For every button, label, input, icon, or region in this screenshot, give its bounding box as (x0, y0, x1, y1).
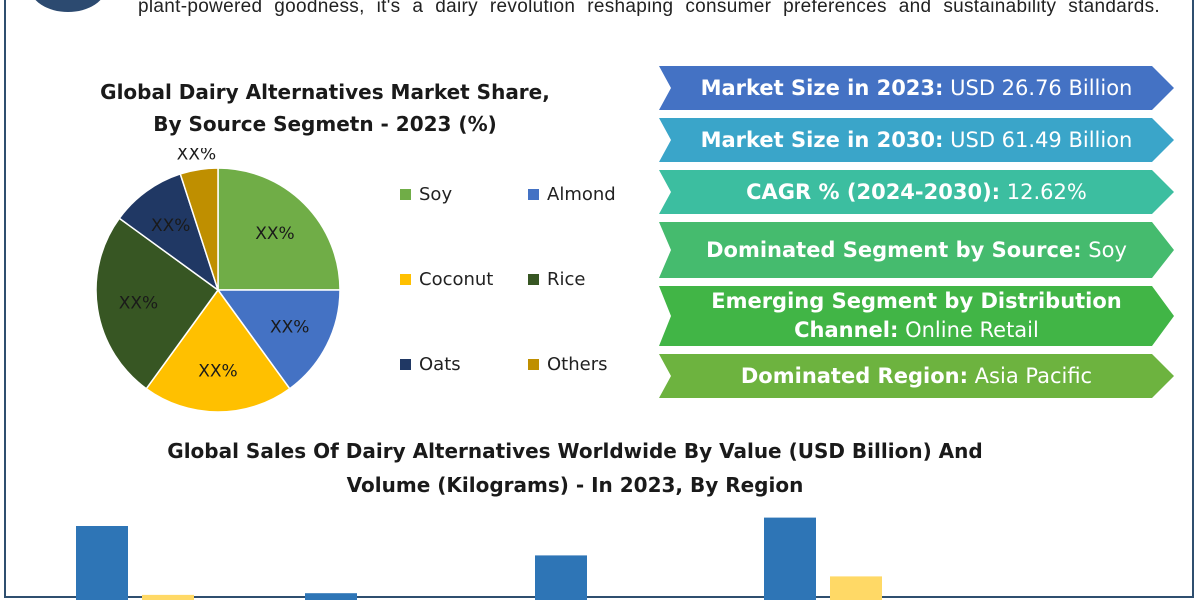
legend-item-soy: Soy (400, 184, 452, 205)
pie-label-oats: XX% (151, 216, 190, 236)
pie-label-coconut: XX% (198, 362, 237, 382)
bar-series1-group3 (535, 555, 587, 600)
bar-series1-group4 (764, 517, 816, 600)
pie-label-almond: XX% (270, 318, 309, 338)
legend-label-rice: Rice (547, 269, 586, 290)
legend-label-almond: Almond (547, 184, 616, 205)
stat-banner-market-size-2023: Market Size in 2023: USD 26.76 Billion (659, 66, 1174, 110)
legend-swatch-others (528, 359, 539, 370)
stat-value-dominated-region: Asia Pacific (974, 363, 1093, 388)
stat-label-cagr: CAGR % (2024-2030): (746, 179, 1001, 204)
stat-label-market-size-2030: Market Size in 2030: (700, 127, 944, 152)
legend-swatch-rice (528, 274, 539, 285)
bar-series1-group1 (76, 526, 128, 600)
pie-label-rice: XX% (119, 294, 158, 314)
legend-swatch-soy (400, 189, 411, 200)
bar-series2-group1 (142, 594, 194, 600)
legend-item-rice: Rice (528, 269, 585, 290)
legend-item-others: Others (528, 354, 608, 375)
stat-label-dominated-region: Dominated Region: (740, 363, 968, 388)
pie-slice-almond (216, 289, 341, 390)
legend-label-oats: Oats (419, 354, 461, 375)
pie-slice-oats (118, 173, 220, 292)
stat-value-dominated-segment: Soy (1088, 237, 1127, 262)
legend-label-soy: Soy (419, 184, 453, 205)
intro-text: plant-powered goodness, it's a dairy rev… (138, 0, 1160, 17)
stat-value-market-size-2023: USD 26.76 Billion (950, 75, 1133, 100)
pie-slice-others (179, 167, 219, 291)
stat-banner-dominated-segment: Dominated Segment by Source: Soy (659, 222, 1174, 278)
pie-chart-title: Global Dairy Alternatives Market Share, … (90, 76, 560, 140)
stat-banner-emerging-segment: Emerging Segment by Distribution Channel… (659, 286, 1174, 346)
infographic-frame (4, 0, 1194, 598)
legend-item-oats: Oats (400, 354, 461, 375)
stat-value-cagr: 12.62% (1006, 179, 1087, 204)
pie-legend: Soy Almond Coconut Rice Oats Others (400, 180, 640, 390)
bar-title-line-1: Global Sales Of Dairy Alternatives World… (167, 439, 983, 463)
stat-label-emerging-segment: Emerging Segment by Distribution Channel… (711, 289, 1122, 342)
pie-label-others: XX% (177, 148, 216, 165)
stat-label-market-size-2023: Market Size in 2023: (700, 75, 944, 100)
bar-series2-group4 (830, 576, 882, 600)
pie-title-line-2: By Source Segmetn - 2023 (%) (153, 112, 497, 136)
legend-swatch-almond (528, 189, 539, 200)
stat-banner-market-size-2030: Market Size in 2030: USD 61.49 Billion (659, 118, 1174, 162)
stat-label-dominated-segment: Dominated Segment by Source: (706, 237, 1082, 262)
legend-item-almond: Almond (528, 184, 616, 205)
bar-title-line-2: Volume (Kilograms) - In 2023, By Region (346, 473, 804, 497)
bar-chart (76, 517, 882, 600)
stat-value-market-size-2030: USD 61.49 Billion (950, 127, 1133, 152)
legend-label-others: Others (547, 354, 608, 375)
pie-label-soy: XX% (255, 224, 294, 244)
legend-item-coconut: Coconut (400, 269, 493, 290)
stat-banner-dominated-region: Dominated Region: Asia Pacific (659, 354, 1174, 398)
stat-banner-cagr: CAGR % (2024-2030): 12.62% (659, 170, 1174, 214)
pie-chart: XX% XX% XX% XX% XX% XX% (95, 148, 341, 413)
legend-swatch-coconut (400, 274, 411, 285)
bar-chart-title: Global Sales Of Dairy Alternatives World… (140, 434, 1010, 502)
pie-title-line-1: Global Dairy Alternatives Market Share, (100, 80, 550, 104)
pie-slice-soy (217, 167, 341, 291)
legend-label-coconut: Coconut (419, 269, 494, 290)
bar-series1-group2 (305, 593, 357, 600)
legend-swatch-oats (400, 359, 411, 370)
pie-slice-rice (95, 217, 220, 390)
stat-value-emerging-segment: Online Retail (905, 318, 1039, 342)
pie-slice-coconut (145, 288, 291, 413)
